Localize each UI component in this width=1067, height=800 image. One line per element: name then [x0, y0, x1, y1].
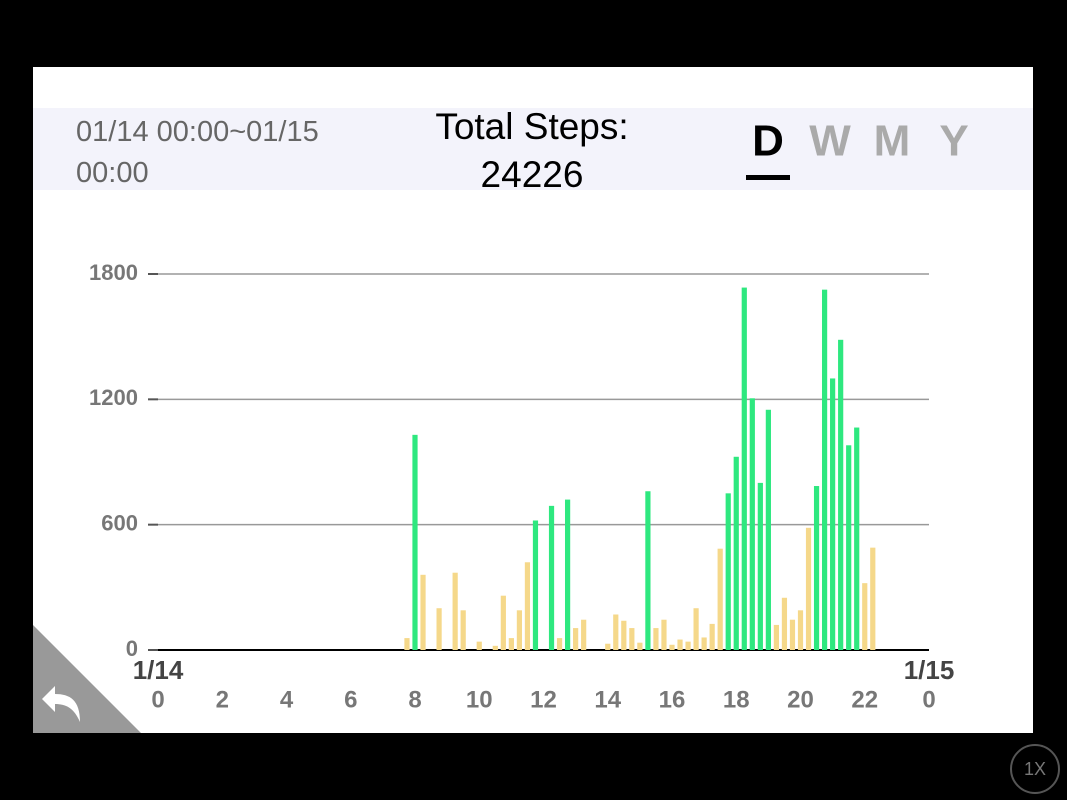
y-tick-label: 600 — [101, 510, 138, 535]
bar — [677, 639, 683, 650]
range-text: 01/14 00:00~01/15 00:00 — [76, 116, 319, 189]
bar — [749, 398, 755, 650]
speed-label: 1X — [1024, 759, 1046, 779]
tab[interactable]: W — [809, 117, 851, 166]
bar — [781, 597, 788, 650]
bar — [854, 427, 860, 650]
bar — [412, 434, 418, 650]
y-tick-label: 1200 — [89, 385, 138, 410]
bar — [404, 638, 410, 650]
x-tick-label: 2 — [216, 686, 229, 713]
bar — [685, 641, 691, 650]
bar — [669, 644, 675, 650]
back-corner[interactable] — [33, 625, 141, 733]
bar — [717, 548, 723, 650]
bar — [846, 445, 852, 650]
bar — [765, 409, 771, 650]
bar — [733, 456, 739, 650]
bar — [870, 547, 876, 650]
bar — [813, 486, 820, 650]
x-tick-label: 14 — [594, 686, 621, 713]
bar — [741, 287, 747, 650]
bar — [757, 482, 763, 650]
bar — [581, 619, 587, 650]
x-tick-label: 20 — [787, 686, 814, 713]
tab[interactable]: Y — [939, 117, 968, 166]
header-band — [33, 108, 1033, 190]
x-tick-label: 18 — [723, 686, 750, 713]
bar — [797, 610, 804, 650]
bar — [838, 339, 844, 650]
x-tick-label: 10 — [466, 686, 493, 713]
tab[interactable]: M — [874, 117, 911, 166]
y-tick-label: 1800 — [89, 260, 138, 285]
x-tick-label: 22 — [851, 686, 878, 713]
bar — [605, 643, 611, 650]
bar — [613, 614, 619, 650]
bar — [709, 623, 715, 650]
x-tick-label: 12 — [530, 686, 557, 713]
bar — [532, 520, 539, 650]
bar — [773, 624, 780, 650]
bar — [653, 628, 659, 650]
bar — [516, 610, 523, 650]
bar — [492, 645, 498, 650]
bar — [725, 493, 731, 650]
tab-underline — [746, 175, 790, 180]
speed-button[interactable] — [1010, 744, 1060, 794]
bar — [621, 620, 627, 650]
start-date: 1/14 — [133, 655, 184, 685]
bar — [548, 505, 555, 650]
bar — [805, 527, 812, 650]
bar — [830, 378, 836, 650]
x-tick-label: 6 — [344, 686, 357, 713]
bar — [556, 638, 563, 650]
bar — [460, 610, 466, 650]
bar — [645, 491, 651, 650]
bar — [500, 595, 506, 650]
bar — [564, 499, 571, 650]
bar — [821, 289, 828, 650]
x-tick-label: 16 — [659, 686, 686, 713]
bar — [701, 637, 707, 650]
bar — [476, 641, 482, 650]
bar — [436, 608, 442, 650]
x-tick-label: 0 — [151, 686, 164, 713]
bar — [862, 583, 868, 650]
total-value: 24226 — [480, 154, 584, 195]
x-tick-label: 0 — [922, 686, 935, 713]
bar — [573, 628, 579, 650]
bar — [637, 642, 643, 650]
bar — [420, 574, 426, 650]
y-tick-label: 0 — [126, 636, 138, 661]
x-tick-label: 8 — [408, 686, 421, 713]
total-label: Total Steps: — [435, 106, 629, 147]
bar — [661, 619, 667, 650]
bar — [508, 638, 514, 650]
bar — [524, 562, 531, 650]
end-date: 1/15 — [904, 655, 955, 685]
bar — [452, 572, 458, 650]
back-arrow[interactable] — [42, 686, 80, 722]
bar — [789, 619, 796, 650]
bar — [693, 608, 699, 650]
x-tick-label: 4 — [280, 686, 294, 713]
bar — [629, 628, 635, 650]
tab[interactable]: D — [752, 117, 784, 166]
